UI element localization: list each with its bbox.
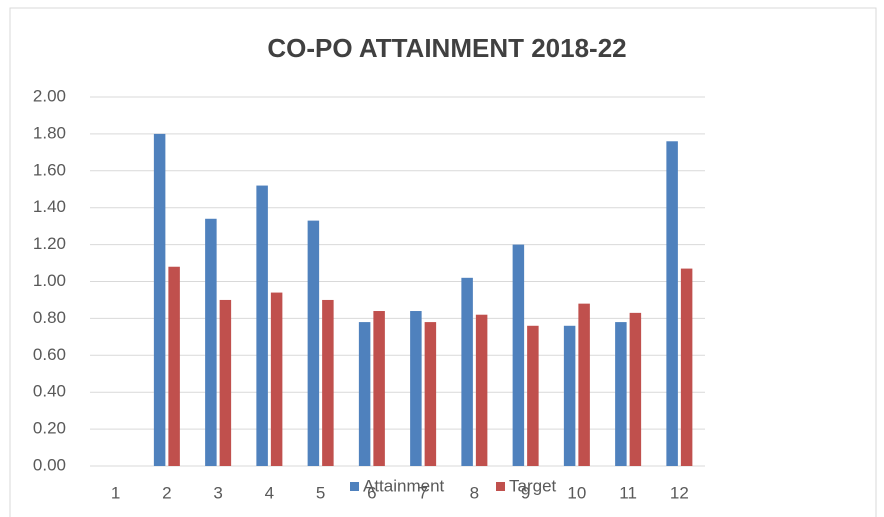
bar	[578, 303, 590, 466]
x-tick-label: 8	[470, 483, 479, 502]
bar	[512, 244, 525, 466]
x-tick-label: 7	[418, 483, 427, 502]
bar	[410, 311, 422, 466]
legend-label: Target	[509, 476, 557, 495]
x-tick-label: 5	[316, 483, 325, 502]
y-tick-label: 1.60	[33, 160, 66, 179]
y-tick-label: 1.80	[33, 123, 66, 142]
bar	[307, 220, 320, 466]
y-tick-label: 1.20	[33, 234, 66, 253]
chart-title: CO-PO ATTAINMENT 2018-22	[267, 33, 626, 63]
y-tick-label: 1.00	[33, 271, 66, 290]
bar	[615, 322, 627, 466]
y-tick-label: 2.00	[33, 86, 66, 105]
y-tick-label: 1.40	[33, 197, 66, 216]
bar	[373, 311, 385, 466]
y-tick-label: 0.40	[33, 382, 66, 401]
legend-label: Attainment	[363, 476, 445, 495]
bar	[666, 141, 678, 466]
x-tick-label: 12	[670, 483, 689, 502]
bar	[424, 322, 437, 466]
x-tick-label: 11	[619, 483, 637, 502]
y-tick-label: 0.20	[33, 419, 66, 438]
x-tick-label: 4	[265, 483, 274, 502]
x-tick-label: 3	[213, 483, 222, 502]
chart-frame	[9, 7, 877, 517]
bar	[563, 325, 576, 466]
x-tick-label: 2	[162, 483, 171, 502]
x-tick-label: 10	[567, 483, 586, 502]
bar	[527, 325, 539, 466]
bar	[629, 312, 642, 466]
bar	[322, 299, 334, 466]
bar	[358, 322, 371, 466]
bar	[205, 218, 217, 466]
bar	[168, 266, 180, 466]
x-tick-label: 6	[367, 483, 376, 502]
x-tick-label: 1	[111, 483, 120, 502]
y-tick-label: 0.80	[33, 308, 66, 327]
x-tick-label: 9	[521, 483, 530, 502]
bar	[680, 268, 693, 466]
bar	[270, 292, 283, 466]
bar	[153, 133, 166, 466]
bar	[256, 185, 268, 466]
bar	[219, 299, 232, 466]
y-tick-label: 0.60	[33, 345, 66, 364]
bar	[475, 314, 488, 466]
y-tick-label: 0.00	[33, 455, 66, 474]
bar	[461, 277, 473, 466]
legend-swatch	[350, 482, 359, 491]
legend-swatch	[496, 482, 505, 491]
